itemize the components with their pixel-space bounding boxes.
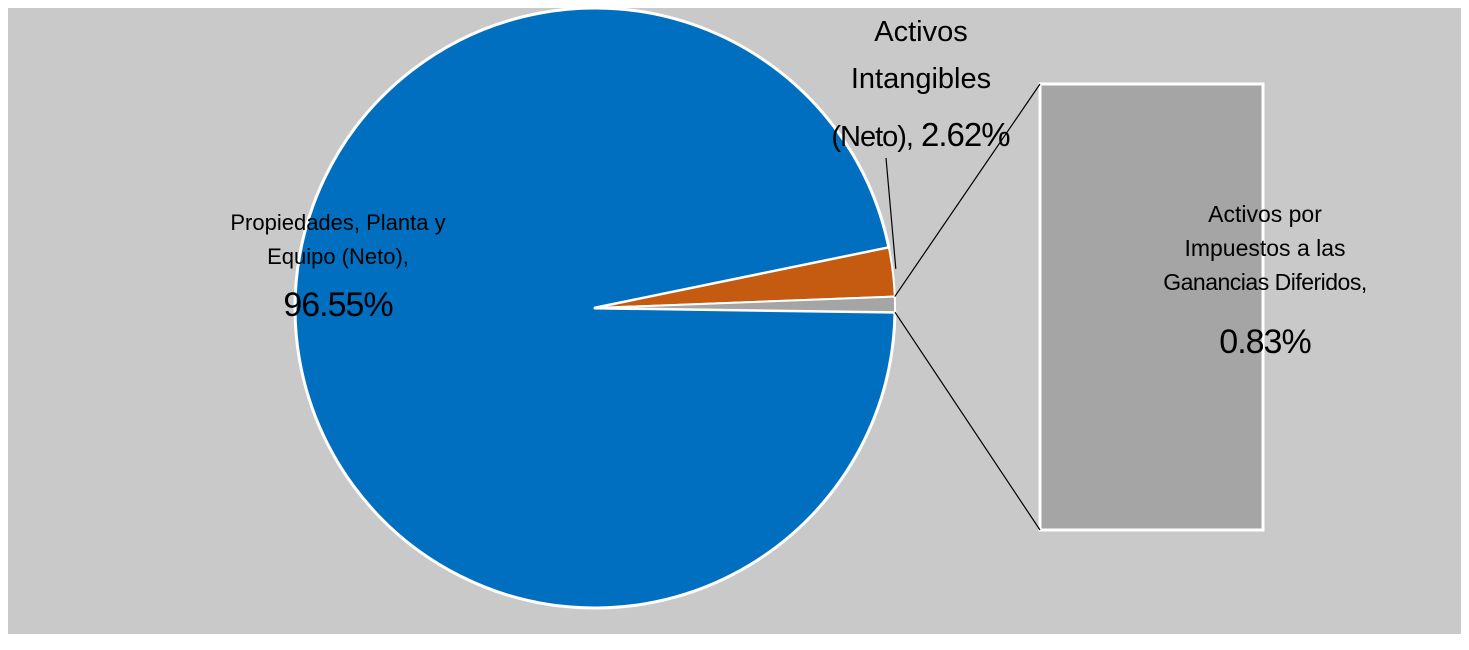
connector-line-bottom — [894, 311, 1041, 531]
slice-2-label-line-1: Activos — [874, 16, 967, 48]
connector-line-top — [894, 83, 1041, 297]
slice-1-value-label: 96.55% — [283, 286, 393, 324]
slice-2-value-label: 2.62% — [921, 116, 1010, 153]
leader-line — [885, 157, 897, 269]
slice-3-label-line-1: Activos por — [1208, 201, 1322, 227]
slice-1-label-line-2: Equipo (Neto), — [267, 244, 409, 269]
slice-1-label-line-1: Propiedades, Planta y — [230, 210, 445, 235]
secondary-bar — [1038, 82, 1265, 532]
slice-2-label-line-3: (Neto), — [831, 121, 913, 153]
bar-of-pie-chart: Propiedades, Planta y Equipo (Neto), 96.55… — [230, 8, 1367, 610]
slice-3-label-line-3: Ganancias Diferidos, — [1163, 269, 1367, 295]
pie-slice-3 — [594, 295, 896, 314]
slice-3-value-label: 0.83% — [1219, 323, 1311, 361]
slice-2-label-line-2: Intangibles — [851, 63, 991, 95]
slice-3-label-line-2: Impuestos a las — [1184, 235, 1345, 261]
chart-area: Propiedades, Planta y Equipo (Neto), 96.55… — [8, 8, 1461, 634]
